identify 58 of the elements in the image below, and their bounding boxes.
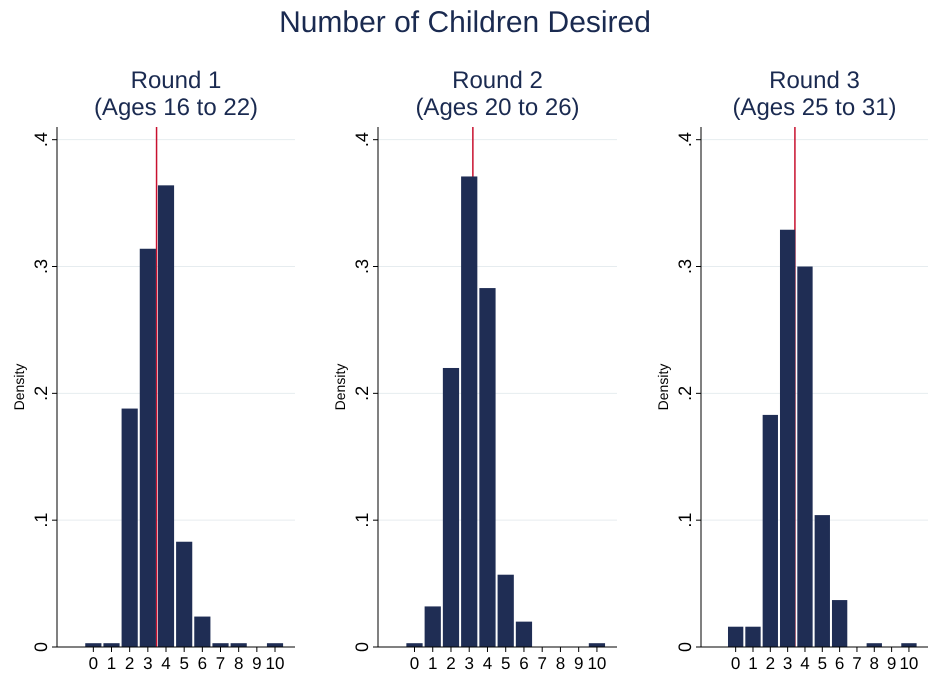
x-tick-label: 9 bbox=[574, 654, 584, 673]
text: Number of Children Desired bbox=[279, 6, 651, 39]
chart-title: Round 1 bbox=[130, 67, 222, 94]
x-tick-label: 5 bbox=[179, 654, 189, 673]
y-tick-label: .2 bbox=[31, 386, 51, 401]
y-tick-label: .2 bbox=[352, 386, 372, 401]
x-tick-label: 4 bbox=[161, 654, 171, 673]
x-tick-label: 4 bbox=[800, 654, 810, 673]
chart-subtitle: (Ages 20 to 26) bbox=[415, 94, 580, 121]
x-tick-label: 1 bbox=[748, 654, 758, 673]
x-tick-label: 2 bbox=[766, 654, 776, 673]
x-tick-label: 3 bbox=[782, 654, 792, 673]
x-tick-label: 4 bbox=[482, 654, 492, 673]
x-tick-label: 2 bbox=[124, 654, 134, 673]
y-tick-label: .3 bbox=[352, 259, 372, 274]
y-tick-label: 0 bbox=[675, 642, 695, 652]
x-tick-label: 6 bbox=[834, 654, 844, 673]
x-tick-label: 7 bbox=[852, 654, 862, 673]
x-tick-label: 7 bbox=[537, 654, 547, 673]
y-tick-label: .4 bbox=[675, 132, 695, 148]
x-tick-label: 8 bbox=[234, 654, 244, 673]
y-axis-title: Density bbox=[11, 364, 27, 410]
x-tick-label: 8 bbox=[870, 654, 880, 673]
y-tick-label: .1 bbox=[352, 512, 372, 528]
x-tick-label: 5 bbox=[500, 654, 510, 673]
y-tick-label: .2 bbox=[675, 386, 695, 401]
y-tick-label: .3 bbox=[675, 259, 695, 274]
x-tick-label: 9 bbox=[252, 654, 262, 673]
x-tick-label: 1 bbox=[428, 654, 438, 673]
x-tick-label: 0 bbox=[88, 654, 98, 673]
y-tick-label: .3 bbox=[31, 259, 51, 274]
y-tick-label: .4 bbox=[31, 132, 51, 148]
x-tick-label: 6 bbox=[198, 654, 208, 673]
x-tick-label: 1 bbox=[106, 654, 116, 673]
x-tick-label: 2 bbox=[446, 654, 456, 673]
y-tick-label: .4 bbox=[352, 132, 372, 148]
x-tick-label: 10 bbox=[266, 654, 284, 673]
y-tick-label: 0 bbox=[352, 642, 372, 652]
x-tick-label: 8 bbox=[556, 654, 566, 673]
x-tick-label: 6 bbox=[519, 654, 529, 673]
chart-title: Round 2 bbox=[452, 67, 543, 94]
chart-subtitle: (Ages 16 to 22) bbox=[94, 94, 258, 121]
x-tick-label: 3 bbox=[143, 654, 153, 673]
y-tick-label: 0 bbox=[31, 642, 51, 652]
x-tick-label: 7 bbox=[216, 654, 226, 673]
y-axis-title: Density bbox=[332, 364, 348, 410]
x-tick-label: 3 bbox=[464, 654, 474, 673]
x-tick-label: 9 bbox=[886, 654, 896, 673]
y-tick-label: .1 bbox=[675, 512, 695, 528]
x-tick-label: 5 bbox=[818, 654, 828, 673]
y-axis-title: Density bbox=[655, 364, 671, 410]
chart-title: Round 3 bbox=[769, 67, 860, 94]
x-tick-label: 0 bbox=[410, 654, 420, 673]
x-tick-label: 10 bbox=[899, 654, 918, 673]
x-tick-label: 10 bbox=[587, 654, 606, 673]
x-tick-label: 0 bbox=[730, 654, 740, 673]
y-tick-label: .1 bbox=[31, 512, 51, 528]
chart-subtitle: (Ages 25 to 31) bbox=[732, 94, 897, 121]
